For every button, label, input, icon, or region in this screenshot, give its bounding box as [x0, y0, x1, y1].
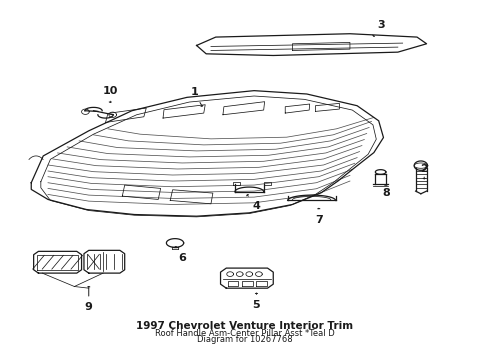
Text: 6: 6: [174, 247, 186, 263]
Text: 2: 2: [420, 164, 427, 179]
Text: 3: 3: [372, 21, 384, 36]
Text: 1: 1: [190, 87, 203, 106]
Text: 1997 Chevrolet Venture Interior Trim: 1997 Chevrolet Venture Interior Trim: [136, 321, 352, 331]
Text: 9: 9: [84, 287, 93, 312]
Text: 8: 8: [381, 185, 389, 198]
Text: Diagram for 10267768: Diagram for 10267768: [196, 334, 292, 343]
Text: 5: 5: [252, 293, 260, 310]
Text: Roof Handle Asm-Center Pillar Asst *Teal D: Roof Handle Asm-Center Pillar Asst *Teal…: [154, 329, 334, 338]
Text: 10: 10: [102, 86, 118, 102]
Text: 4: 4: [246, 194, 260, 211]
Text: 7: 7: [314, 208, 322, 225]
